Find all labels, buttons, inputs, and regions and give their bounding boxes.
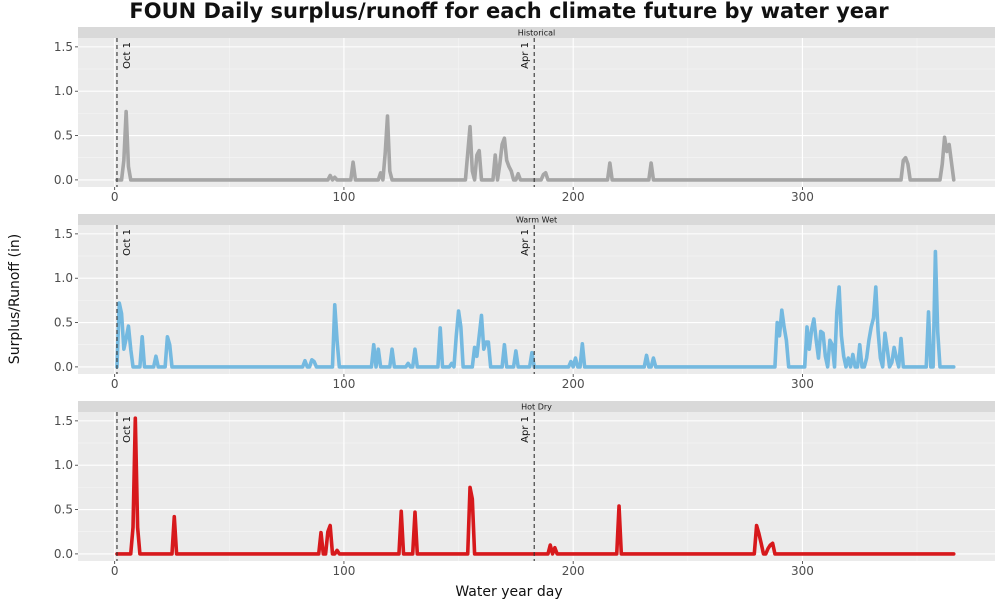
x-tick-label: 300: [791, 564, 814, 578]
x-tick-label: 200: [562, 190, 585, 204]
panel-historical: Historical 0 100 200 300 0.0 0.5 1.0 1.5 Oct 1 Apr…: [54, 27, 995, 204]
y-tick-label: 0.5: [54, 503, 73, 517]
panel-hot-dry: Hot Dry 0 100 200 300 0.0 0.5 1.0 1.5 Oct 1 Apr 1: [54, 401, 995, 578]
series-line: [115, 249, 956, 369]
x-tick-label: 200: [562, 564, 585, 578]
x-tick-label: 100: [332, 190, 355, 204]
x-axis-label: Water year day: [455, 584, 562, 600]
reference-line-label: Oct 1: [122, 42, 133, 69]
reference-line-label: Apr 1: [520, 42, 531, 69]
x-tick-label: 0: [111, 564, 119, 578]
strip-label: Warm Wet: [516, 216, 557, 225]
series-line: [115, 416, 956, 556]
y-tick-label: 0.5: [54, 316, 73, 330]
y-tick-label: 0.0: [54, 173, 73, 187]
plot-background: [78, 38, 995, 187]
panel-warm-wet: Warm Wet 0 100 200 300 0.0 0.5 1.0 1.5 Oct 1 Apr 1: [54, 214, 995, 391]
plot-background: [78, 412, 995, 561]
strip-background: [78, 401, 995, 412]
y-tick-label: 0.0: [54, 547, 73, 561]
x-tick-label: 100: [332, 564, 355, 578]
series-line: [115, 109, 956, 182]
strip-background: [78, 214, 995, 225]
chart-title: FOUN Daily surplus/runoff for each clima…: [129, 0, 889, 23]
x-tick-label: 300: [791, 377, 814, 391]
strip-label: Hot Dry: [521, 403, 552, 412]
y-tick-label: 0.0: [54, 360, 73, 374]
y-tick-label: 1.5: [54, 414, 73, 428]
x-tick-label: 100: [332, 377, 355, 391]
y-tick-label: 1.5: [54, 40, 73, 54]
reference-line-label: Oct 1: [122, 416, 133, 443]
strip-label: Historical: [518, 29, 555, 38]
x-tick-label: 0: [111, 190, 119, 204]
y-axis-label: Surplus/Runoff (in): [7, 234, 23, 364]
y-tick-label: 1.0: [54, 271, 73, 285]
x-tick-label: 300: [791, 190, 814, 204]
y-tick-label: 0.5: [54, 129, 73, 143]
y-tick-label: 1.0: [54, 84, 73, 98]
reference-line-label: Apr 1: [520, 229, 531, 256]
reference-line-label: Apr 1: [520, 416, 531, 443]
y-tick-label: 1.5: [54, 227, 73, 241]
reference-line-label: Oct 1: [122, 229, 133, 256]
strip-background: [78, 27, 995, 38]
x-tick-label: 200: [562, 377, 585, 391]
x-tick-label: 0: [111, 377, 119, 391]
y-tick-label: 1.0: [54, 458, 73, 472]
